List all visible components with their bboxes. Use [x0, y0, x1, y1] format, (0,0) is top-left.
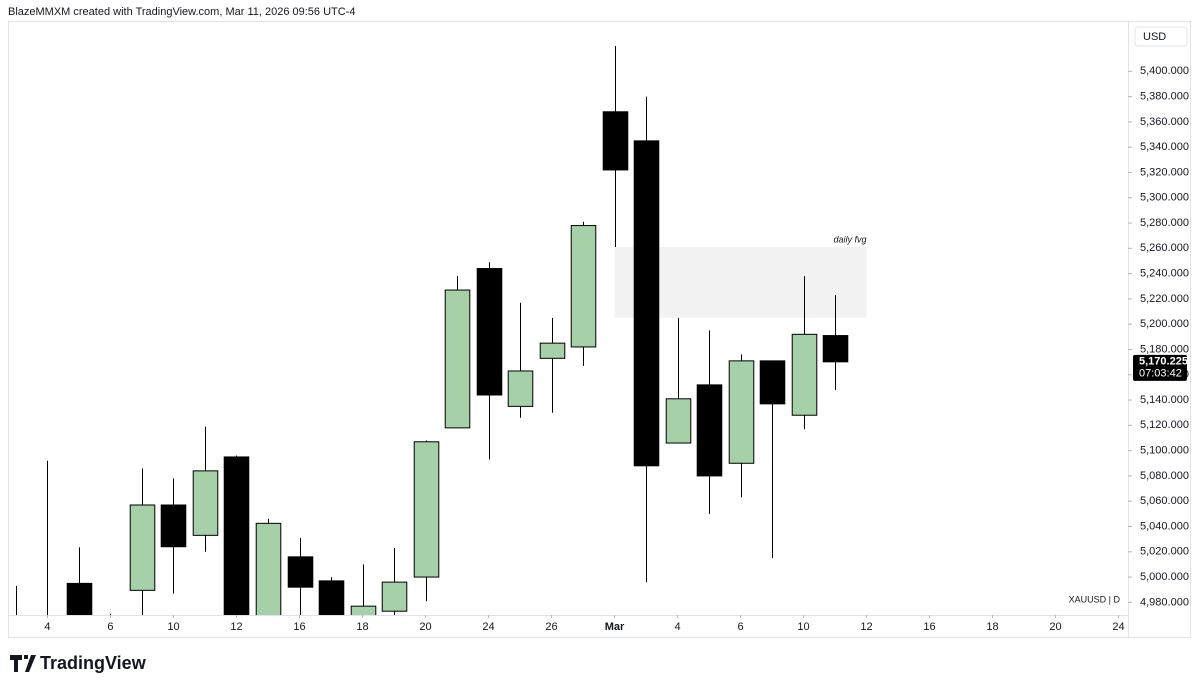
x-tick-label: 10	[797, 621, 809, 633]
y-tick-label: 5,040.000	[1140, 520, 1189, 532]
x-tick-label: 12	[230, 621, 242, 633]
candle-body	[539, 342, 566, 359]
y-tick-label: 5,360.000	[1140, 116, 1189, 128]
y-tick-label: 5,320.000	[1140, 166, 1189, 178]
candle-body	[696, 384, 723, 477]
x-tick-label: 18	[356, 621, 368, 633]
candle-body	[223, 456, 250, 615]
x-tick-label: 4	[44, 621, 50, 633]
candle-body	[350, 605, 377, 615]
y-tick-label: 5,380.000	[1140, 91, 1189, 103]
countdown: 07:03:42	[1139, 368, 1182, 380]
x-tick-label: 16	[923, 621, 935, 633]
x-tick-label: 10	[167, 621, 179, 633]
logo	[10, 655, 36, 672]
last-price: 5,170.225	[1139, 356, 1188, 368]
x-tick-label: Mar	[605, 621, 625, 633]
candle-body	[255, 522, 282, 615]
candle-body	[822, 335, 849, 363]
y-tick-label: 5,240.000	[1140, 268, 1189, 280]
x-tick-label: 26	[545, 621, 557, 633]
zone-label: daily fvg	[834, 234, 867, 244]
y-tick-label: 5,100.000	[1140, 445, 1189, 457]
y-tick-label: 5,400.000	[1140, 65, 1189, 77]
x-tick-label: 18	[986, 621, 998, 633]
plot-area	[4, 46, 867, 641]
symbol-label: XAUUSD | D	[1069, 594, 1121, 604]
candle-body	[318, 580, 345, 615]
candle-body	[570, 225, 597, 348]
candle-body	[791, 333, 818, 416]
candle-body	[633, 140, 660, 467]
currency: USD	[1143, 31, 1166, 43]
candle-body	[129, 504, 156, 591]
y-tick-label: 5,300.000	[1140, 192, 1189, 204]
y-tick-label: 4,980.000	[1140, 596, 1189, 608]
x-tick-label: 24	[482, 621, 494, 633]
candle-body	[381, 581, 408, 612]
candle-body	[728, 360, 755, 464]
candle-body	[602, 111, 629, 171]
x-tick-label: 20	[419, 621, 431, 633]
candle-body	[160, 504, 187, 548]
currency-box[interactable]	[1134, 26, 1188, 47]
y-tick-label: 5,020.000	[1140, 546, 1189, 558]
candle-body	[444, 289, 471, 429]
candle-body	[665, 398, 692, 444]
candle-body	[476, 268, 503, 396]
brand: TradingView	[40, 653, 147, 673]
chart-frame	[8, 21, 1191, 638]
y-tick-label: 5,260.000	[1140, 242, 1189, 254]
y-tick-label: 5,180.000	[1140, 343, 1189, 355]
y-tick-label: 5,000.000	[1140, 571, 1189, 583]
candle-body	[4, 628, 29, 641]
y-tick-label: 5,200.000	[1140, 318, 1189, 330]
candle-body	[507, 370, 534, 407]
x-tick-label: 20	[1049, 621, 1061, 633]
candle-body	[66, 582, 93, 615]
y-tick-label: 5,140.000	[1140, 394, 1189, 406]
x-tick-label: 12	[860, 621, 872, 633]
header-text: BlazeMMXM created with TradingView.com, …	[8, 6, 355, 18]
y-tick-label: 5,220.000	[1140, 293, 1189, 305]
candle-body	[287, 556, 314, 588]
x-tick-label: 4	[674, 621, 680, 633]
y-tick-label: 5,060.000	[1140, 495, 1189, 507]
x-tick-label: 24	[1112, 621, 1124, 633]
candle-body	[192, 470, 219, 536]
y-tick-label: 5,080.000	[1140, 470, 1189, 482]
last-price-box	[1133, 354, 1187, 381]
y-tick-label: 5,340.000	[1140, 141, 1189, 153]
x-tick-label: 6	[737, 621, 743, 633]
candle-body	[759, 360, 786, 405]
y-tick-label: 5,120.000	[1140, 419, 1189, 431]
y-tick-label: 5,280.000	[1140, 217, 1189, 229]
x-tick-label: 6	[107, 621, 113, 633]
x-tick-label: 16	[293, 621, 305, 633]
candle-body	[413, 441, 440, 578]
